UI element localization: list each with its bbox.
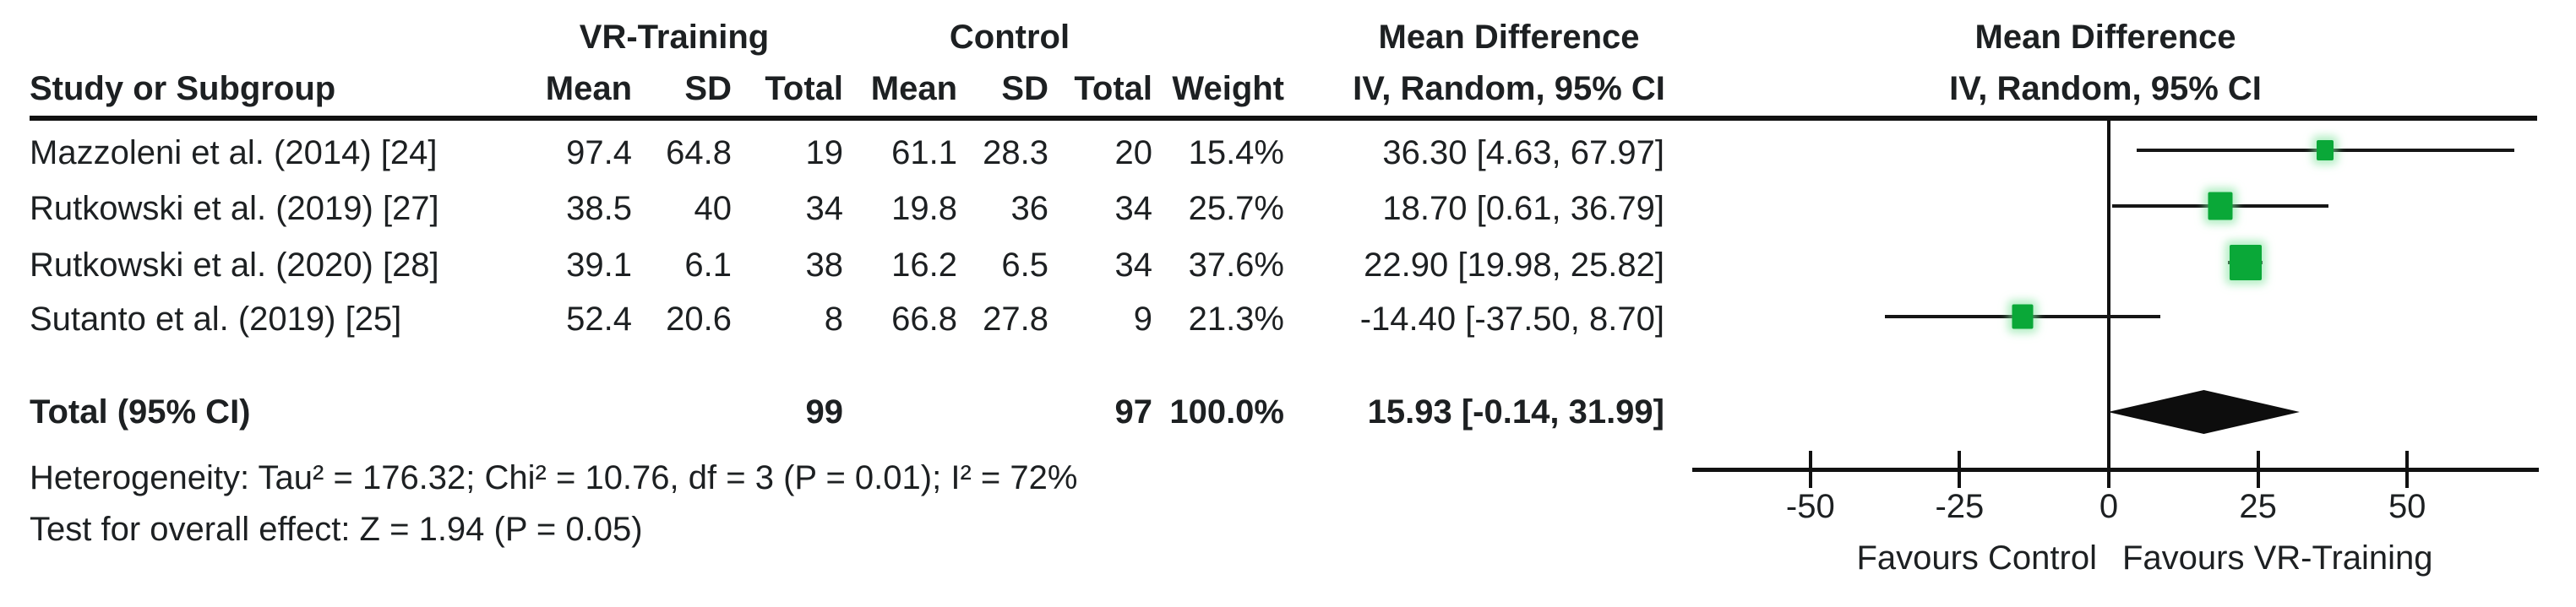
study-row-vr_mean: 39.1 xyxy=(566,247,632,284)
study-row-md_ci: 18.70 [0.61, 36.79] xyxy=(1382,190,1664,227)
total-row-weight: 100.0% xyxy=(1169,393,1284,431)
study-row-weight: 15.4% xyxy=(1188,134,1284,171)
study-row-c_total: 9 xyxy=(1133,301,1152,338)
column-header-vr-mean: Mean xyxy=(545,70,632,107)
column-group-vr-training: VR-Training xyxy=(579,19,770,56)
study-row-c_sd: 36 xyxy=(1010,190,1049,227)
study-row-c_mean: 16.2 xyxy=(891,247,957,284)
pooled-effect-diamond xyxy=(2108,390,2300,434)
study-row-c_sd: 28.3 xyxy=(983,134,1048,171)
x-axis-tick xyxy=(1808,451,1812,488)
study-row-c_total: 34 xyxy=(1114,247,1153,284)
x-axis-line xyxy=(1692,468,2539,472)
x-axis-tick-label: 50 xyxy=(2388,488,2426,525)
column-header-c-total: Total xyxy=(1074,70,1152,107)
x-axis-tick xyxy=(1958,451,1962,488)
study-row-c_mean: 19.8 xyxy=(891,190,957,227)
study-row-c_mean: 66.8 xyxy=(891,301,957,338)
study-row-vr_mean: 52.4 xyxy=(566,301,632,338)
column-header-c-mean: Mean xyxy=(870,70,957,107)
x-axis-tick-label: -25 xyxy=(1935,488,1985,525)
column-header-study: Study or Subgroup xyxy=(30,70,336,107)
header-divider-rule xyxy=(30,116,2537,121)
study-row-weight: 21.3% xyxy=(1188,301,1284,338)
study-row-study: Sutanto et al. (2019) [25] xyxy=(30,301,402,338)
x-axis-tick xyxy=(2107,451,2110,488)
favours-vr-training-label: Favours VR-Training xyxy=(2122,539,2433,577)
study-row-c_total: 34 xyxy=(1114,190,1153,227)
study-row-vr_sd: 6.1 xyxy=(684,247,732,284)
study-row-vr_total: 34 xyxy=(805,190,844,227)
study-row-study: Rutkowski et al. (2020) [28] xyxy=(30,247,439,284)
study-row-vr_sd: 20.6 xyxy=(666,301,732,338)
study-row-c_mean: 61.1 xyxy=(891,134,957,171)
study-row-vr_mean: 97.4 xyxy=(566,134,632,171)
column-header-vr-total: Total xyxy=(765,70,843,107)
total-row-md-ci: 15.93 [-0.14, 31.99] xyxy=(1367,393,1664,431)
study-row-vr_sd: 64.8 xyxy=(666,134,732,171)
column-header-c-sd: SD xyxy=(1001,70,1048,107)
study-row-md_ci: 22.90 [19.98, 25.82] xyxy=(1364,247,1664,284)
heterogeneity-text: Heterogeneity: Tau² = 176.32; Chi² = 10.… xyxy=(30,459,1078,496)
total-row-label: Total (95% CI) xyxy=(30,393,251,431)
study-row-vr_sd: 40 xyxy=(694,190,732,227)
zero-reference-line xyxy=(2107,121,2110,471)
column-header-md-sub: IV, Random, 95% CI xyxy=(1353,70,1665,107)
column-header-md: Mean Difference xyxy=(1378,19,1640,56)
study-row-c_total: 20 xyxy=(1114,134,1153,171)
column-header-weight: Weight xyxy=(1172,70,1284,107)
study-weight-marker xyxy=(2012,304,2034,329)
study-row-vr_total: 19 xyxy=(805,134,844,171)
study-row-c_sd: 27.8 xyxy=(983,301,1048,338)
x-axis-tick-label: 0 xyxy=(2099,488,2119,525)
x-axis-tick xyxy=(2405,451,2410,488)
x-axis-tick xyxy=(2256,451,2260,488)
study-row-study: Mazzoleni et al. (2014) [24] xyxy=(30,134,438,171)
study-row-weight: 37.6% xyxy=(1188,247,1284,284)
study-weight-marker xyxy=(2208,192,2233,220)
study-row-vr_mean: 38.5 xyxy=(566,190,632,227)
study-row-md_ci: -14.40 [-37.50, 8.70] xyxy=(1359,301,1664,338)
study-weight-marker xyxy=(2317,140,2334,160)
column-header-vr-sd: SD xyxy=(684,70,732,107)
total-row-c-total: 97 xyxy=(1114,393,1153,431)
plot-header-md: Mean Difference xyxy=(1974,19,2236,56)
x-axis-tick-label: -50 xyxy=(1785,488,1835,525)
study-row-weight: 25.7% xyxy=(1188,190,1284,227)
study-row-md_ci: 36.30 [4.63, 67.97] xyxy=(1382,134,1664,171)
favours-control-label: Favours Control xyxy=(1856,539,2097,577)
study-weight-marker xyxy=(2229,245,2262,280)
column-group-control: Control xyxy=(949,19,1070,56)
study-row-vr_total: 8 xyxy=(824,301,843,338)
x-axis-tick-label: 25 xyxy=(2239,488,2277,525)
total-row-vr-total: 99 xyxy=(805,393,844,431)
overall-effect-text: Test for overall effect: Z = 1.94 (P = 0… xyxy=(30,511,643,548)
study-row-vr_total: 38 xyxy=(805,247,844,284)
plot-header-md-sub: IV, Random, 95% CI xyxy=(1949,70,2262,107)
study-row-study: Rutkowski et al. (2019) [27] xyxy=(30,190,439,227)
study-row-c_sd: 6.5 xyxy=(1001,247,1048,284)
